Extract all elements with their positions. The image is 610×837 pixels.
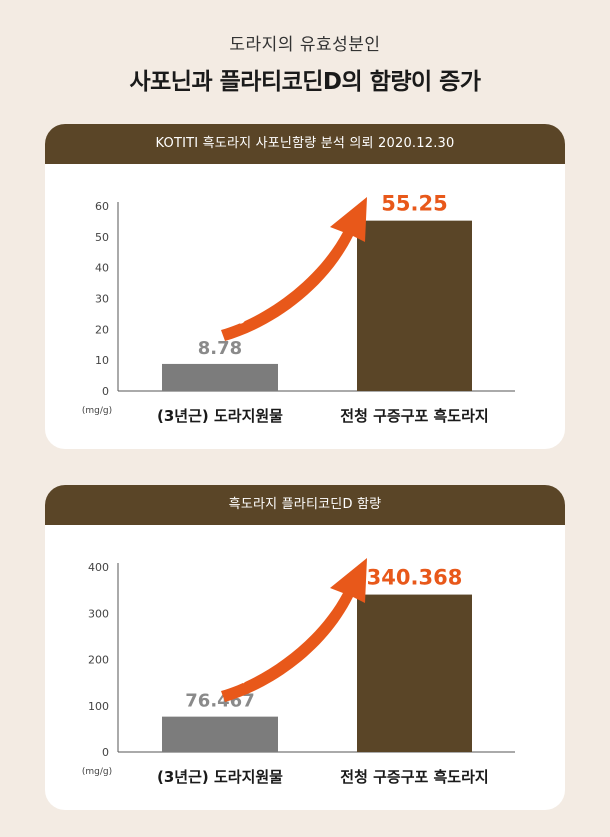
y-tick-label: 400 [88,561,109,574]
category-label: 전청 구증구포 흑도라지 [340,768,488,786]
y-unit-label: (mg/g) [82,767,112,777]
y-tick-label: 100 [88,700,109,713]
value-label: 55.25 [381,192,447,216]
y-tick-label: 200 [88,654,109,667]
value-label: 340.368 [367,566,463,590]
value-label: 8.78 [198,338,242,359]
y-tick-label: 20 [95,323,109,336]
increase-arrow: 4배 이상 증가! [221,558,367,702]
y-unit-label: (mg/g) [82,406,112,416]
y-tick-label: 60 [95,200,109,213]
page-subtitle: 도라지의 유효성분인 [229,35,381,55]
category-label: (3년근) 도라지원물 [157,407,283,425]
category-label: (3년근) 도라지원물 [157,768,283,786]
y-tick-label: 40 [95,262,109,275]
bar [162,716,278,752]
increase-arrow: 6배 이상 증가! [221,197,367,341]
category-label: 전청 구증구포 흑도라지 [340,407,488,425]
chart-title: 흑도라지 플라티코딘D 함량 [45,485,565,525]
y-tick-label: 0 [102,746,109,759]
y-tick-label: 300 [88,607,109,620]
y-tick-label: 10 [95,354,109,367]
y-tick-label: 30 [95,293,109,306]
page-title: 사포닌과 플라티코딘D의 함량이 증가 [129,69,481,95]
bar [162,363,278,391]
platycodin-chart-card: 흑도라지 플라티코딘D 함량 0 100 200 300 400 (mg/g) 76.467… [45,485,565,810]
y-tick-label: 0 [102,385,109,398]
saponin-chart: 0 10 20 30 40 50 60 (mg/g) 8.78 (3년근) 도라지원물 55.25 전… [82,192,515,425]
y-tick-label: 50 [95,231,109,244]
bar [357,594,472,752]
saponin-chart-card: KOTITI 흑도라지 사포닌함량 분석 의뢰 2020.12.30 0 10 20… [45,124,565,449]
bar [357,220,472,391]
chart-title: KOTITI 흑도라지 사포닌함량 분석 의뢰 2020.12.30 [45,124,565,164]
